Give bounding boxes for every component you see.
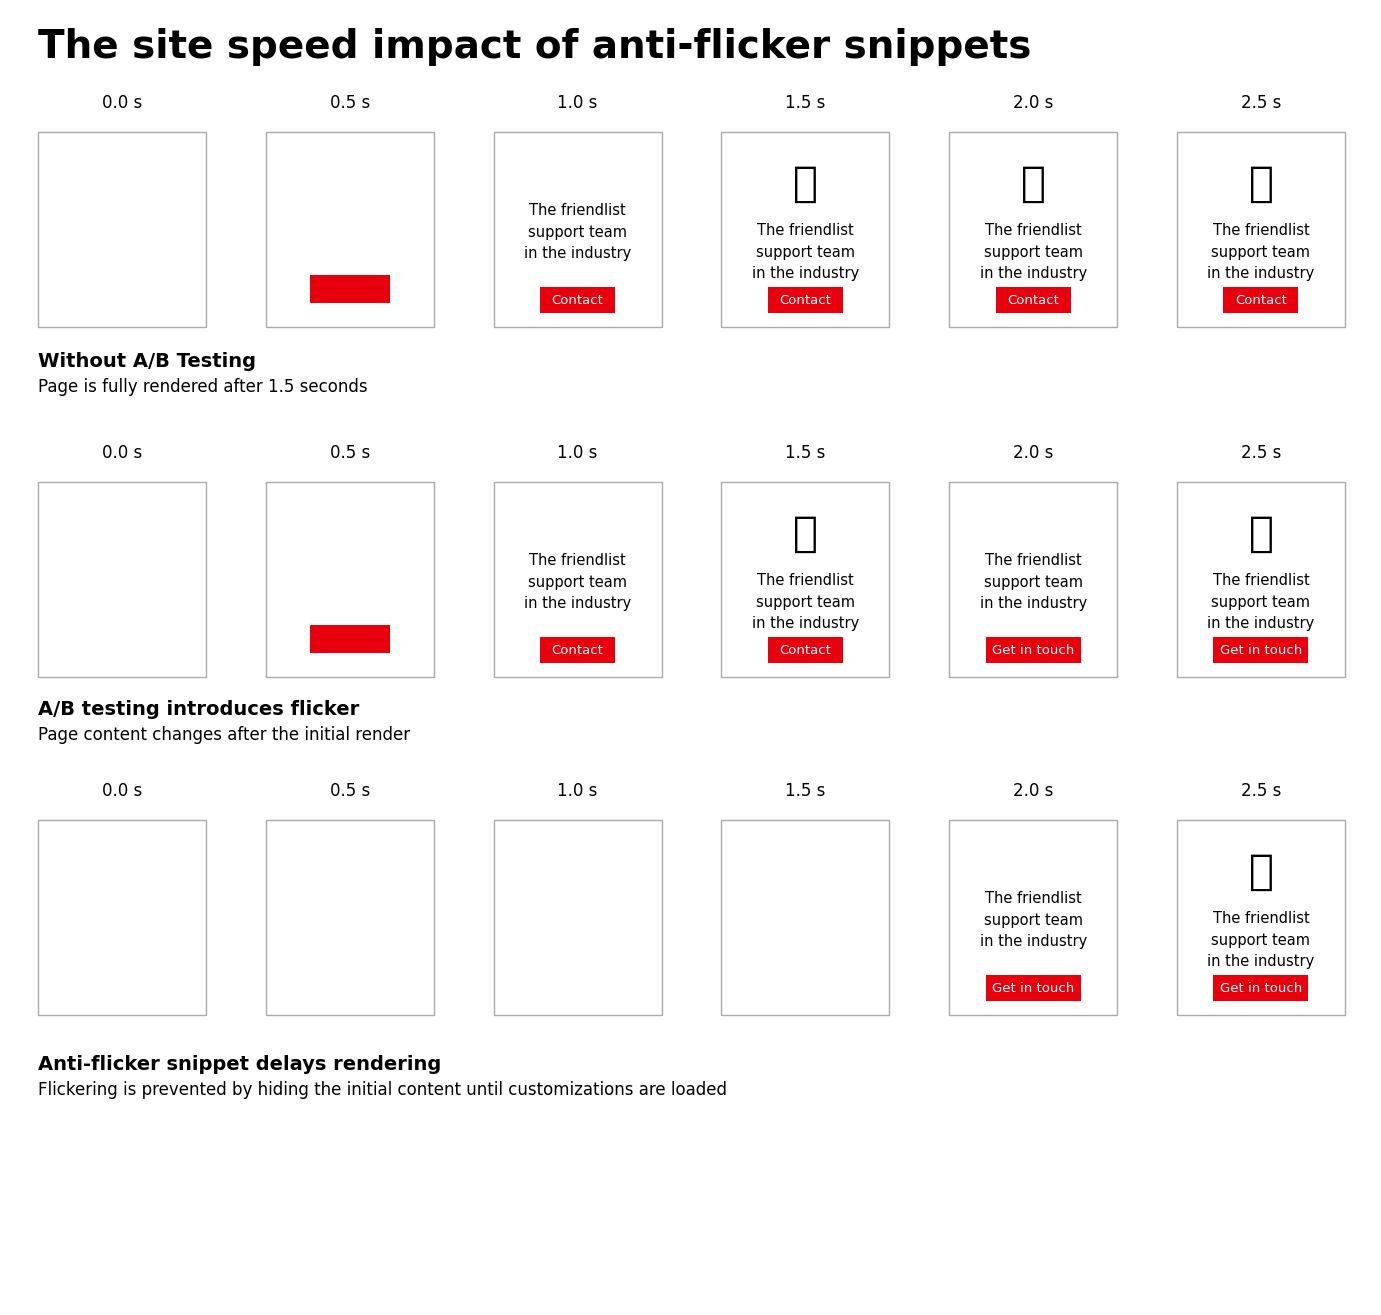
Text: 1.5 s: 1.5 s (786, 444, 826, 462)
Text: 1.5 s: 1.5 s (786, 93, 826, 112)
Text: 2.0 s: 2.0 s (1014, 444, 1054, 462)
Text: The friendlist
support team
in the industry: The friendlist support team in the indus… (1207, 224, 1315, 281)
Text: Page content changes after the initial render: Page content changes after the initial r… (39, 726, 410, 744)
FancyBboxPatch shape (493, 132, 661, 327)
Text: 1.0 s: 1.0 s (558, 93, 598, 112)
FancyBboxPatch shape (493, 821, 661, 1015)
FancyBboxPatch shape (768, 636, 842, 663)
FancyBboxPatch shape (540, 287, 615, 313)
Text: 0.0 s: 0.0 s (102, 93, 142, 112)
FancyBboxPatch shape (721, 821, 889, 1015)
Bar (309, 275, 389, 302)
Text: Page is fully rendered after 1.5 seconds: Page is fully rendered after 1.5 seconds (39, 377, 367, 396)
Text: 2.0 s: 2.0 s (1014, 93, 1054, 112)
Text: The friendlist
support team
in the industry: The friendlist support team in the indus… (751, 573, 859, 631)
Text: 1.0 s: 1.0 s (558, 444, 598, 462)
FancyBboxPatch shape (540, 636, 615, 663)
FancyBboxPatch shape (39, 483, 206, 677)
FancyBboxPatch shape (1214, 974, 1309, 1001)
FancyBboxPatch shape (493, 483, 661, 677)
FancyBboxPatch shape (996, 287, 1070, 313)
Text: Contact: Contact (779, 293, 831, 306)
FancyBboxPatch shape (1224, 287, 1298, 313)
FancyBboxPatch shape (768, 287, 842, 313)
FancyBboxPatch shape (1177, 821, 1345, 1015)
Bar (309, 625, 389, 654)
Text: Get in touch: Get in touch (1219, 981, 1302, 994)
Text: Get in touch: Get in touch (992, 643, 1074, 656)
FancyBboxPatch shape (1177, 132, 1345, 327)
Text: Get in touch: Get in touch (1219, 643, 1302, 656)
FancyBboxPatch shape (1177, 483, 1345, 677)
Text: Without A/B Testing: Without A/B Testing (39, 352, 255, 371)
Text: The friendlist
support team
in the industry: The friendlist support team in the indus… (1207, 911, 1315, 969)
Text: 0.5 s: 0.5 s (330, 93, 370, 112)
FancyBboxPatch shape (986, 636, 1081, 663)
Text: 2.5 s: 2.5 s (1240, 782, 1282, 800)
Text: Contact: Contact (1235, 293, 1287, 306)
Text: The friendlist
support team
in the industry: The friendlist support team in the indus… (979, 224, 1087, 281)
Text: 0.0 s: 0.0 s (102, 782, 142, 800)
Text: 🙂: 🙂 (793, 163, 818, 205)
Text: 2.5 s: 2.5 s (1240, 93, 1282, 112)
Text: Get in touch: Get in touch (992, 981, 1074, 994)
Text: The friendlist
support team
in the industry: The friendlist support team in the indus… (523, 203, 631, 262)
FancyBboxPatch shape (949, 483, 1117, 677)
Text: 0.5 s: 0.5 s (330, 782, 370, 800)
Text: Contact: Contact (551, 643, 603, 656)
FancyBboxPatch shape (721, 132, 889, 327)
FancyBboxPatch shape (265, 132, 434, 327)
Text: Contact: Contact (551, 293, 603, 306)
Text: A/B testing introduces flicker: A/B testing introduces flicker (39, 700, 359, 719)
Text: 🤩: 🤩 (1248, 851, 1273, 893)
Text: 🙂: 🙂 (793, 513, 818, 555)
FancyBboxPatch shape (265, 483, 434, 677)
Text: 1.0 s: 1.0 s (558, 782, 598, 800)
FancyBboxPatch shape (949, 821, 1117, 1015)
FancyBboxPatch shape (986, 974, 1081, 1001)
Text: 1.5 s: 1.5 s (786, 782, 826, 800)
Text: Flickering is prevented by hiding the initial content until customizations are l: Flickering is prevented by hiding the in… (39, 1081, 726, 1099)
Text: Contact: Contact (1007, 293, 1059, 306)
FancyBboxPatch shape (265, 821, 434, 1015)
Text: The friendlist
support team
in the industry: The friendlist support team in the indus… (979, 890, 1087, 949)
FancyBboxPatch shape (721, 483, 889, 677)
Text: Contact: Contact (779, 643, 831, 656)
Text: 🤩: 🤩 (1248, 513, 1273, 555)
Text: Anti-flicker snippet delays rendering: Anti-flicker snippet delays rendering (39, 1055, 442, 1074)
FancyBboxPatch shape (949, 132, 1117, 327)
Text: 🙂: 🙂 (1021, 163, 1045, 205)
Text: The friendlist
support team
in the industry: The friendlist support team in the indus… (979, 552, 1087, 611)
Text: 🙂: 🙂 (1248, 163, 1273, 205)
Text: The friendlist
support team
in the industry: The friendlist support team in the indus… (523, 552, 631, 611)
Text: The friendlist
support team
in the industry: The friendlist support team in the indus… (1207, 573, 1315, 631)
Text: The site speed impact of anti-flicker snippets: The site speed impact of anti-flicker sn… (39, 28, 1032, 66)
Text: The friendlist
support team
in the industry: The friendlist support team in the indus… (751, 224, 859, 281)
Text: 0.0 s: 0.0 s (102, 444, 142, 462)
FancyBboxPatch shape (39, 132, 206, 327)
Text: 0.5 s: 0.5 s (330, 444, 370, 462)
FancyBboxPatch shape (39, 821, 206, 1015)
Text: 2.0 s: 2.0 s (1014, 782, 1054, 800)
FancyBboxPatch shape (1214, 636, 1309, 663)
Text: 2.5 s: 2.5 s (1240, 444, 1282, 462)
